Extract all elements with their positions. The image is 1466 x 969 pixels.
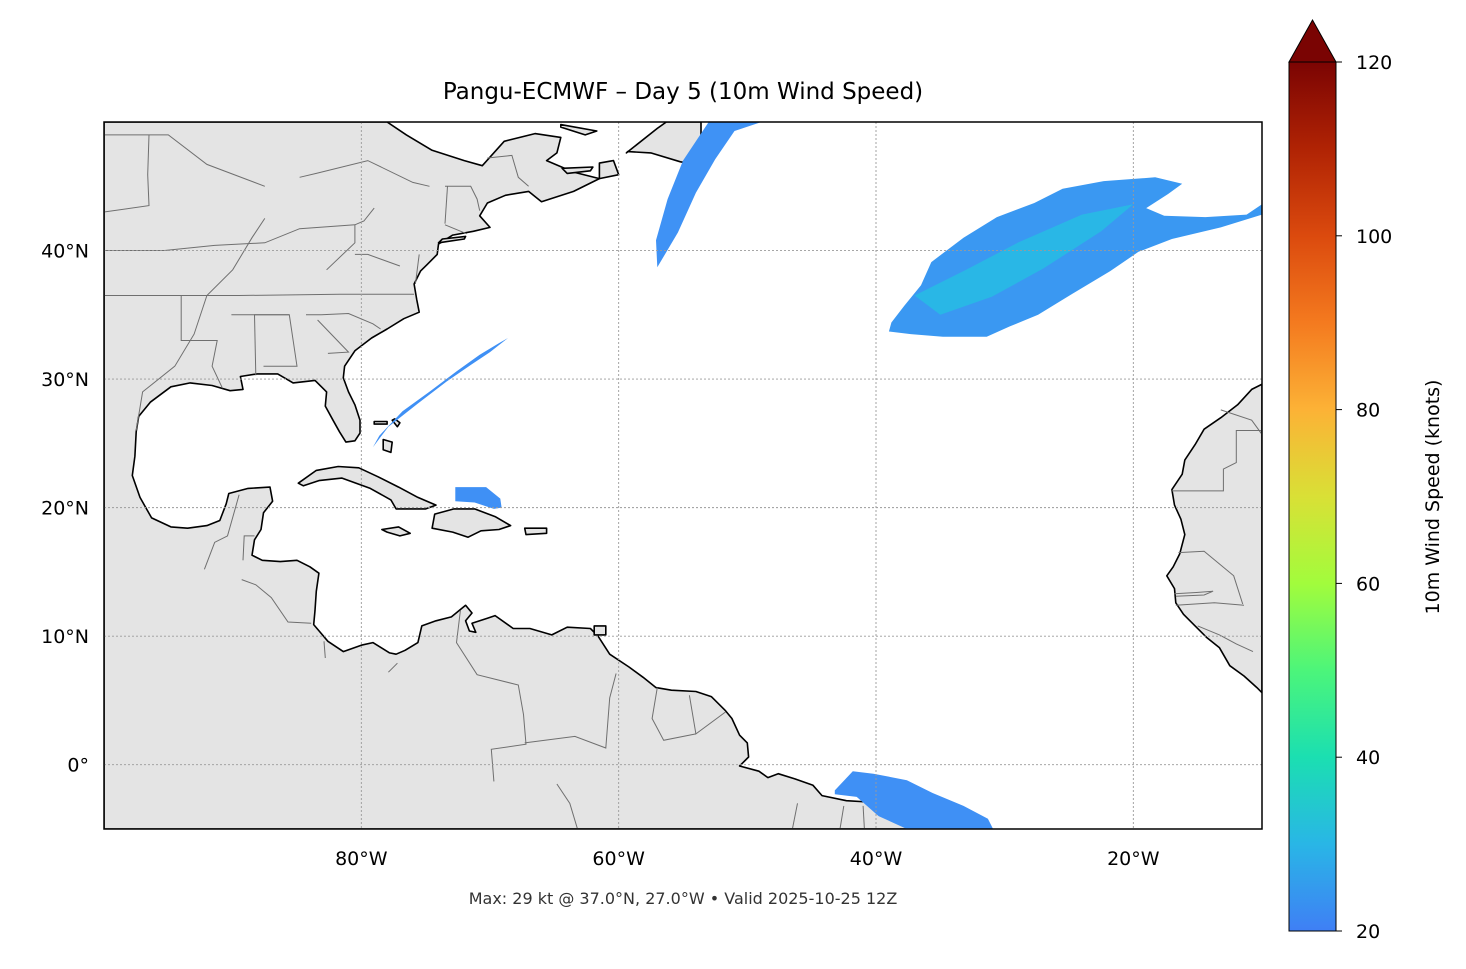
admin-border-20 — [241, 579, 312, 624]
colorbar-ticks: 20 40 60 80 100 120 — [1336, 52, 1392, 943]
admin-border-35 — [1178, 550, 1244, 605]
lat-tick-label: 10°N — [41, 626, 89, 648]
admin-border-8 — [326, 224, 356, 271]
admin-border-9 — [414, 254, 420, 285]
lon-tick-label: 20°W — [1107, 848, 1160, 870]
admin-border-22 — [388, 662, 398, 673]
lon-tick-label: 40°W — [850, 848, 903, 870]
colorbar-tick-label: 20 — [1356, 921, 1380, 943]
lon-tick-label: 60°W — [592, 848, 645, 870]
admin-border-5 — [306, 312, 381, 330]
bahamas-grand — [373, 420, 388, 425]
admin-border-34 — [1171, 430, 1262, 492]
longitude-axis: 80°W 60°W 40°W 20°W — [335, 848, 1160, 870]
land-layer — [104, 122, 1262, 829]
trinidad-island — [593, 625, 607, 636]
admin-border-31 — [1174, 590, 1214, 597]
colorbar-label: 10m Wind Speed (knots) — [1422, 380, 1444, 615]
admin-border-12 — [444, 186, 448, 224]
admin-border-27 — [556, 783, 578, 829]
lon-tick-label: 80°W — [335, 848, 388, 870]
bahamas-andros — [382, 438, 394, 454]
long-island — [437, 235, 467, 244]
lat-tick-label: 0° — [67, 755, 89, 777]
admin-border-24 — [524, 673, 617, 749]
hispaniola-island — [431, 508, 512, 539]
admin-border-10 — [354, 253, 401, 267]
latitude-axis: 40°N 30°N 20°N 10°N 0° — [41, 241, 89, 777]
admin-border-23 — [455, 610, 527, 782]
admin-border-17 — [487, 154, 529, 187]
pei-island — [561, 166, 594, 175]
colorbar: 20 40 60 80 100 120 10m Wind Speed (knots) — [1288, 18, 1444, 943]
chart-title: Pangu-ECMWF – Day 5 (10m Wind Speed) — [443, 79, 923, 105]
colorbar-tick-label: 60 — [1356, 573, 1380, 595]
admin-border-36 — [1220, 409, 1262, 435]
colorbar-tick-label: 120 — [1356, 52, 1392, 74]
map-frame — [103, 121, 1263, 830]
admin-border-3 — [180, 295, 223, 389]
colorbar-tick-label: 100 — [1356, 226, 1392, 248]
admin-border-1 — [104, 293, 415, 296]
cuba-island — [297, 465, 437, 510]
admin-border-2 — [104, 207, 375, 251]
admin-border-13 — [444, 224, 467, 235]
colorbar-tick-label: 80 — [1356, 400, 1380, 422]
jamaica-island — [381, 526, 412, 537]
admin-border-28 — [791, 803, 798, 829]
admin-border-26 — [688, 695, 726, 735]
admin-border-6 — [317, 319, 350, 354]
admin-border-18 — [203, 494, 240, 570]
puerto-rico-island — [523, 527, 548, 536]
lat-tick-label: 30°N — [41, 369, 89, 391]
north-atlantic-band — [656, 122, 762, 268]
anticosti-island — [559, 123, 598, 136]
north-america-land — [104, 122, 913, 829]
admin-border-29 — [839, 805, 845, 829]
lat-tick-label: 40°N — [41, 241, 89, 263]
admin-border-14 — [104, 134, 265, 187]
west-africa-land — [1166, 383, 1262, 694]
admin-border-30 — [862, 805, 865, 829]
wind-speed-layer — [372, 122, 1262, 829]
admin-border-16 — [299, 160, 430, 187]
caribbean-patch — [455, 487, 502, 509]
max-wind-footer: Max: 29 kt @ 37.0°N, 27.0°W • Valid 2025… — [469, 889, 898, 908]
admin-border-33 — [1197, 625, 1254, 653]
lat-tick-label: 20°N — [41, 498, 89, 520]
colorbar-tick-label: 40 — [1356, 747, 1380, 769]
admin-border-25 — [651, 687, 696, 741]
admin-border-32 — [1175, 602, 1245, 606]
max-wind-core — [914, 204, 1134, 315]
admin-border-0 — [135, 218, 266, 431]
gridlines — [104, 122, 1262, 829]
admin-border-15 — [104, 134, 150, 213]
colorbar-extend-arrow — [1288, 18, 1337, 63]
equatorial-patch — [834, 771, 994, 829]
cape-breton-island — [598, 159, 620, 180]
admin-border-21 — [323, 641, 326, 659]
map-panel — [103, 121, 1263, 830]
admin-border-11 — [445, 185, 481, 211]
colorbar-gradient — [1288, 61, 1337, 932]
admin-border-19 — [242, 535, 255, 561]
